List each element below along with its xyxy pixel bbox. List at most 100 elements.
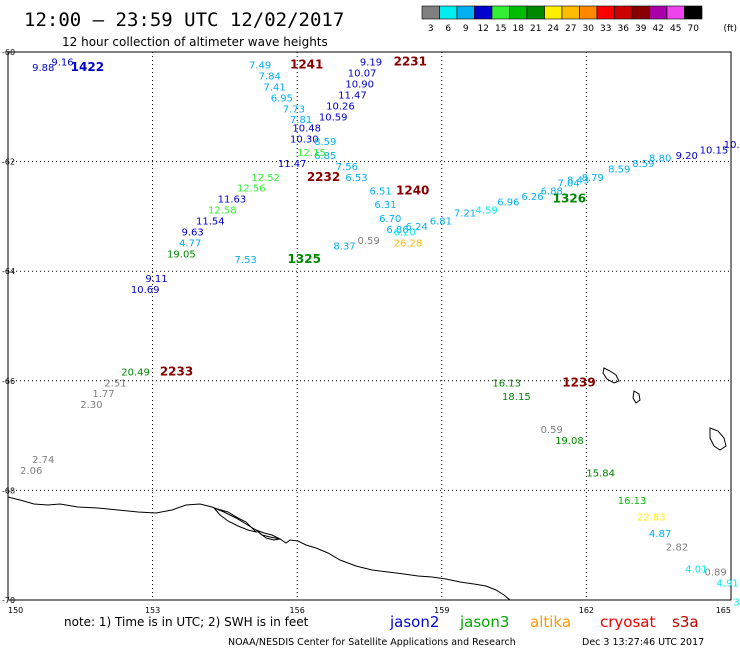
wave-height-label: 12.15 [297,148,326,159]
wave-height-label: 10.48 [292,123,321,134]
wave-height-label: 6.96 [497,197,519,208]
map-subtitle: 12 hour collection of altimeter wave hei… [62,35,328,49]
credit-line: NOAA/NESDIS Center for Satellite Applica… [228,637,516,648]
wave-height-label: 7.56 [336,162,358,173]
scale-label: 27 [565,24,576,34]
wave-height-label: 10.59 [319,113,348,124]
graticule: 150 153 156 159 162 165 -60 -62 -64 -66 -68 -70 [2,48,731,615]
wave-height-label: 6.26 [521,192,543,203]
color-scale-legend: 3 6 9 12 15 18 21 24 27 30 33 36 39 42 45 70 (ft) [421,5,737,34]
pass-time-label: 1325 [288,252,321,266]
wave-height-label: 2.82 [666,543,688,554]
wave-height-label: 8.59 [632,159,654,170]
generated-timestamp: Dec 3 13:27:46 UTC 2017 [582,637,704,648]
pass-time-label: 2233 [160,364,193,378]
scale-swatch [561,5,580,20]
wave-height-observations: 9.889.16 7.497.847.416.957.737.8110.4810.… [20,58,740,609]
pass-time-label: 2232 [307,170,340,184]
wave-height-label: 0.59 [541,425,563,436]
scale-label: 21 [530,24,541,34]
wave-height-label: 7.04 [557,178,579,189]
lon-label: 153 [145,606,160,615]
wave-height-label: 8.43 [567,176,589,187]
scale-swatch [649,5,668,20]
wave-height-label: 10.26 [326,102,355,113]
scale-swatch [526,5,545,20]
wave-height-label: 12.58 [208,206,237,217]
pass-time-label: 2231 [394,55,427,69]
coastline-cove [255,529,282,541]
scale-swatch [509,5,528,20]
pass-time-label: 1239 [562,375,595,389]
footer-note: note: 1) Time is in UTC; 2) SWH is in fe… [64,615,309,629]
lat-label: -66 [2,377,15,386]
wave-height-label: 7.49 [249,60,271,71]
wave-height-label: 6.86 [386,225,408,236]
lon-label: 165 [716,606,731,615]
scale-label: 39 [635,24,647,34]
map-title: 12:00 — 23:59 UTC 12/02/2017 [24,9,344,31]
wave-height-label: 18.15 [502,392,531,403]
island-2 [632,390,641,404]
satellite-cryosat: cryosat [600,613,655,631]
wave-height-label: 7.73 [283,104,305,115]
satellite-altika: altika [530,613,571,631]
scale-label: 3 [428,24,434,34]
wave-height-label: 8.59 [608,165,630,176]
wave-height-label: 9.16 [51,58,73,69]
wave-height-label: 4.91 [717,578,739,589]
wave-height-label: 16.13 [618,496,647,507]
wave-height-label: 12.56 [237,184,266,195]
scale-label: 42 [653,24,664,34]
wave-height-label: 9.88 [32,63,54,74]
satellite-jason3: jason3 [459,613,509,631]
wave-height-label: 3.36 [733,597,740,608]
lat-label: -60 [2,48,15,57]
wave-height-label: 6.70 [379,214,401,225]
scale-label: 36 [618,24,630,34]
coastline-antarctica [7,496,511,601]
wave-height-label: 6.81 [430,217,452,228]
scale-unit: (ft) [723,24,737,34]
lat-label: -68 [2,486,15,495]
scale-swatch [631,5,650,20]
wave-height-label: 10.15 [700,145,729,156]
wave-height-label: 9.19 [360,58,382,69]
wave-height-label: 10.90 [345,80,374,91]
wave-height-label: 0.89 [704,567,726,578]
scale-swatch [579,5,598,20]
satellite-legend: jason2 jason3 altika cryosat s3a [389,613,699,631]
satellite-jason2: jason2 [389,613,439,631]
scale-label: 30 [583,24,595,34]
wave-height-label: 11.47 [338,91,367,102]
wave-height-label: 26.28 [394,239,423,250]
wave-height-label: 8.80 [649,154,671,165]
wave-height-label: 7.84 [259,71,281,82]
wave-height-label: 16.13 [492,378,521,389]
map-frame [7,51,732,601]
wave-height-label: 4.77 [179,239,201,250]
lat-label: -62 [2,158,15,167]
scale-swatch [684,5,703,20]
wave-height-label: 2.51 [104,378,126,389]
scale-swatch [596,5,615,20]
coastline-inlet [212,507,258,533]
wave-height-label: 1.77 [92,389,114,400]
scale-label: 9 [463,24,469,34]
island-3 [709,427,727,451]
wave-height-label: 7.81 [290,115,312,126]
scale-swatch [544,5,563,20]
scale-label: 6 [445,24,451,34]
wave-height-label: 4.59 [476,206,498,217]
wave-height-label: 10.82 [724,140,740,151]
wave-height-label: 6.51 [370,186,392,197]
wave-height-label: 6.85 [314,151,336,162]
lon-label: 150 [8,606,23,615]
wave-height-label: 6.31 [374,200,396,211]
wave-height-label: 19.05 [167,250,196,261]
scale-swatch [421,5,440,20]
wave-height-label: 12.52 [251,173,280,184]
scale-label: 24 [548,24,560,34]
